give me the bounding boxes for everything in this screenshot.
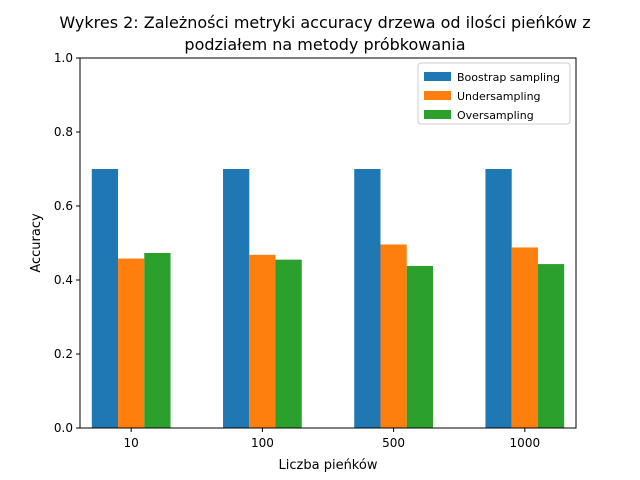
bar-oversampling-10 [144, 252, 171, 428]
y-tick-label: 0.4 [54, 273, 73, 287]
x-axis-label: Liczba pieńków [279, 458, 378, 473]
bar-undersampling-10 [118, 258, 145, 428]
bar-boostrap-sampling-1000 [485, 169, 512, 428]
legend-entry-label: Oversampling [457, 109, 534, 122]
y-tick-label: 0.0 [54, 421, 73, 435]
y-tick-label: 0.6 [54, 199, 73, 213]
bar-oversampling-100 [275, 259, 302, 428]
bar-boostrap-sampling-500 [354, 169, 381, 428]
legend-box [417, 62, 571, 125]
bars-group [91, 169, 565, 428]
legend-swatch [424, 72, 451, 81]
bar-undersampling-1000 [511, 247, 538, 428]
y-tick-label: 1.0 [54, 51, 73, 65]
plot-frame [79, 57, 577, 429]
legend-entry-label: Boostrap sampling [457, 71, 560, 84]
legend-swatch [424, 110, 451, 119]
bar-oversampling-1000 [537, 264, 565, 428]
x-tick-label: 10 [124, 436, 139, 450]
bar-boostrap-sampling-10 [91, 169, 119, 428]
x-tick-label: 500 [382, 436, 405, 450]
chart-title-line-2: podziałem na metody próbkowania [184, 35, 465, 54]
y-tick-label: 0.2 [54, 347, 73, 361]
x-tick-label: 1000 [510, 436, 541, 450]
y-tick-label: 0.8 [54, 125, 73, 139]
y-axis: 0.0 0.2 0.4 0.6 0.8 1.0 [54, 51, 80, 435]
bar-boostrap-sampling-100 [223, 169, 250, 428]
bar-oversampling-500 [406, 265, 433, 428]
chart-title-line-1: Wykres 2: Zależności metryki accuracy dr… [59, 13, 590, 32]
legend-swatch [424, 91, 451, 100]
x-tick-label: 100 [251, 436, 274, 450]
bar-undersampling-100 [249, 254, 276, 428]
legend-entry-label: Undersampling [457, 90, 541, 103]
bar-undersampling-500 [380, 244, 407, 428]
x-axis: 10 100 500 1000 [124, 428, 541, 450]
y-axis-label: Accuracy [29, 213, 44, 273]
legend: Boostrap sampling Undersampling Oversampli… [417, 62, 571, 125]
